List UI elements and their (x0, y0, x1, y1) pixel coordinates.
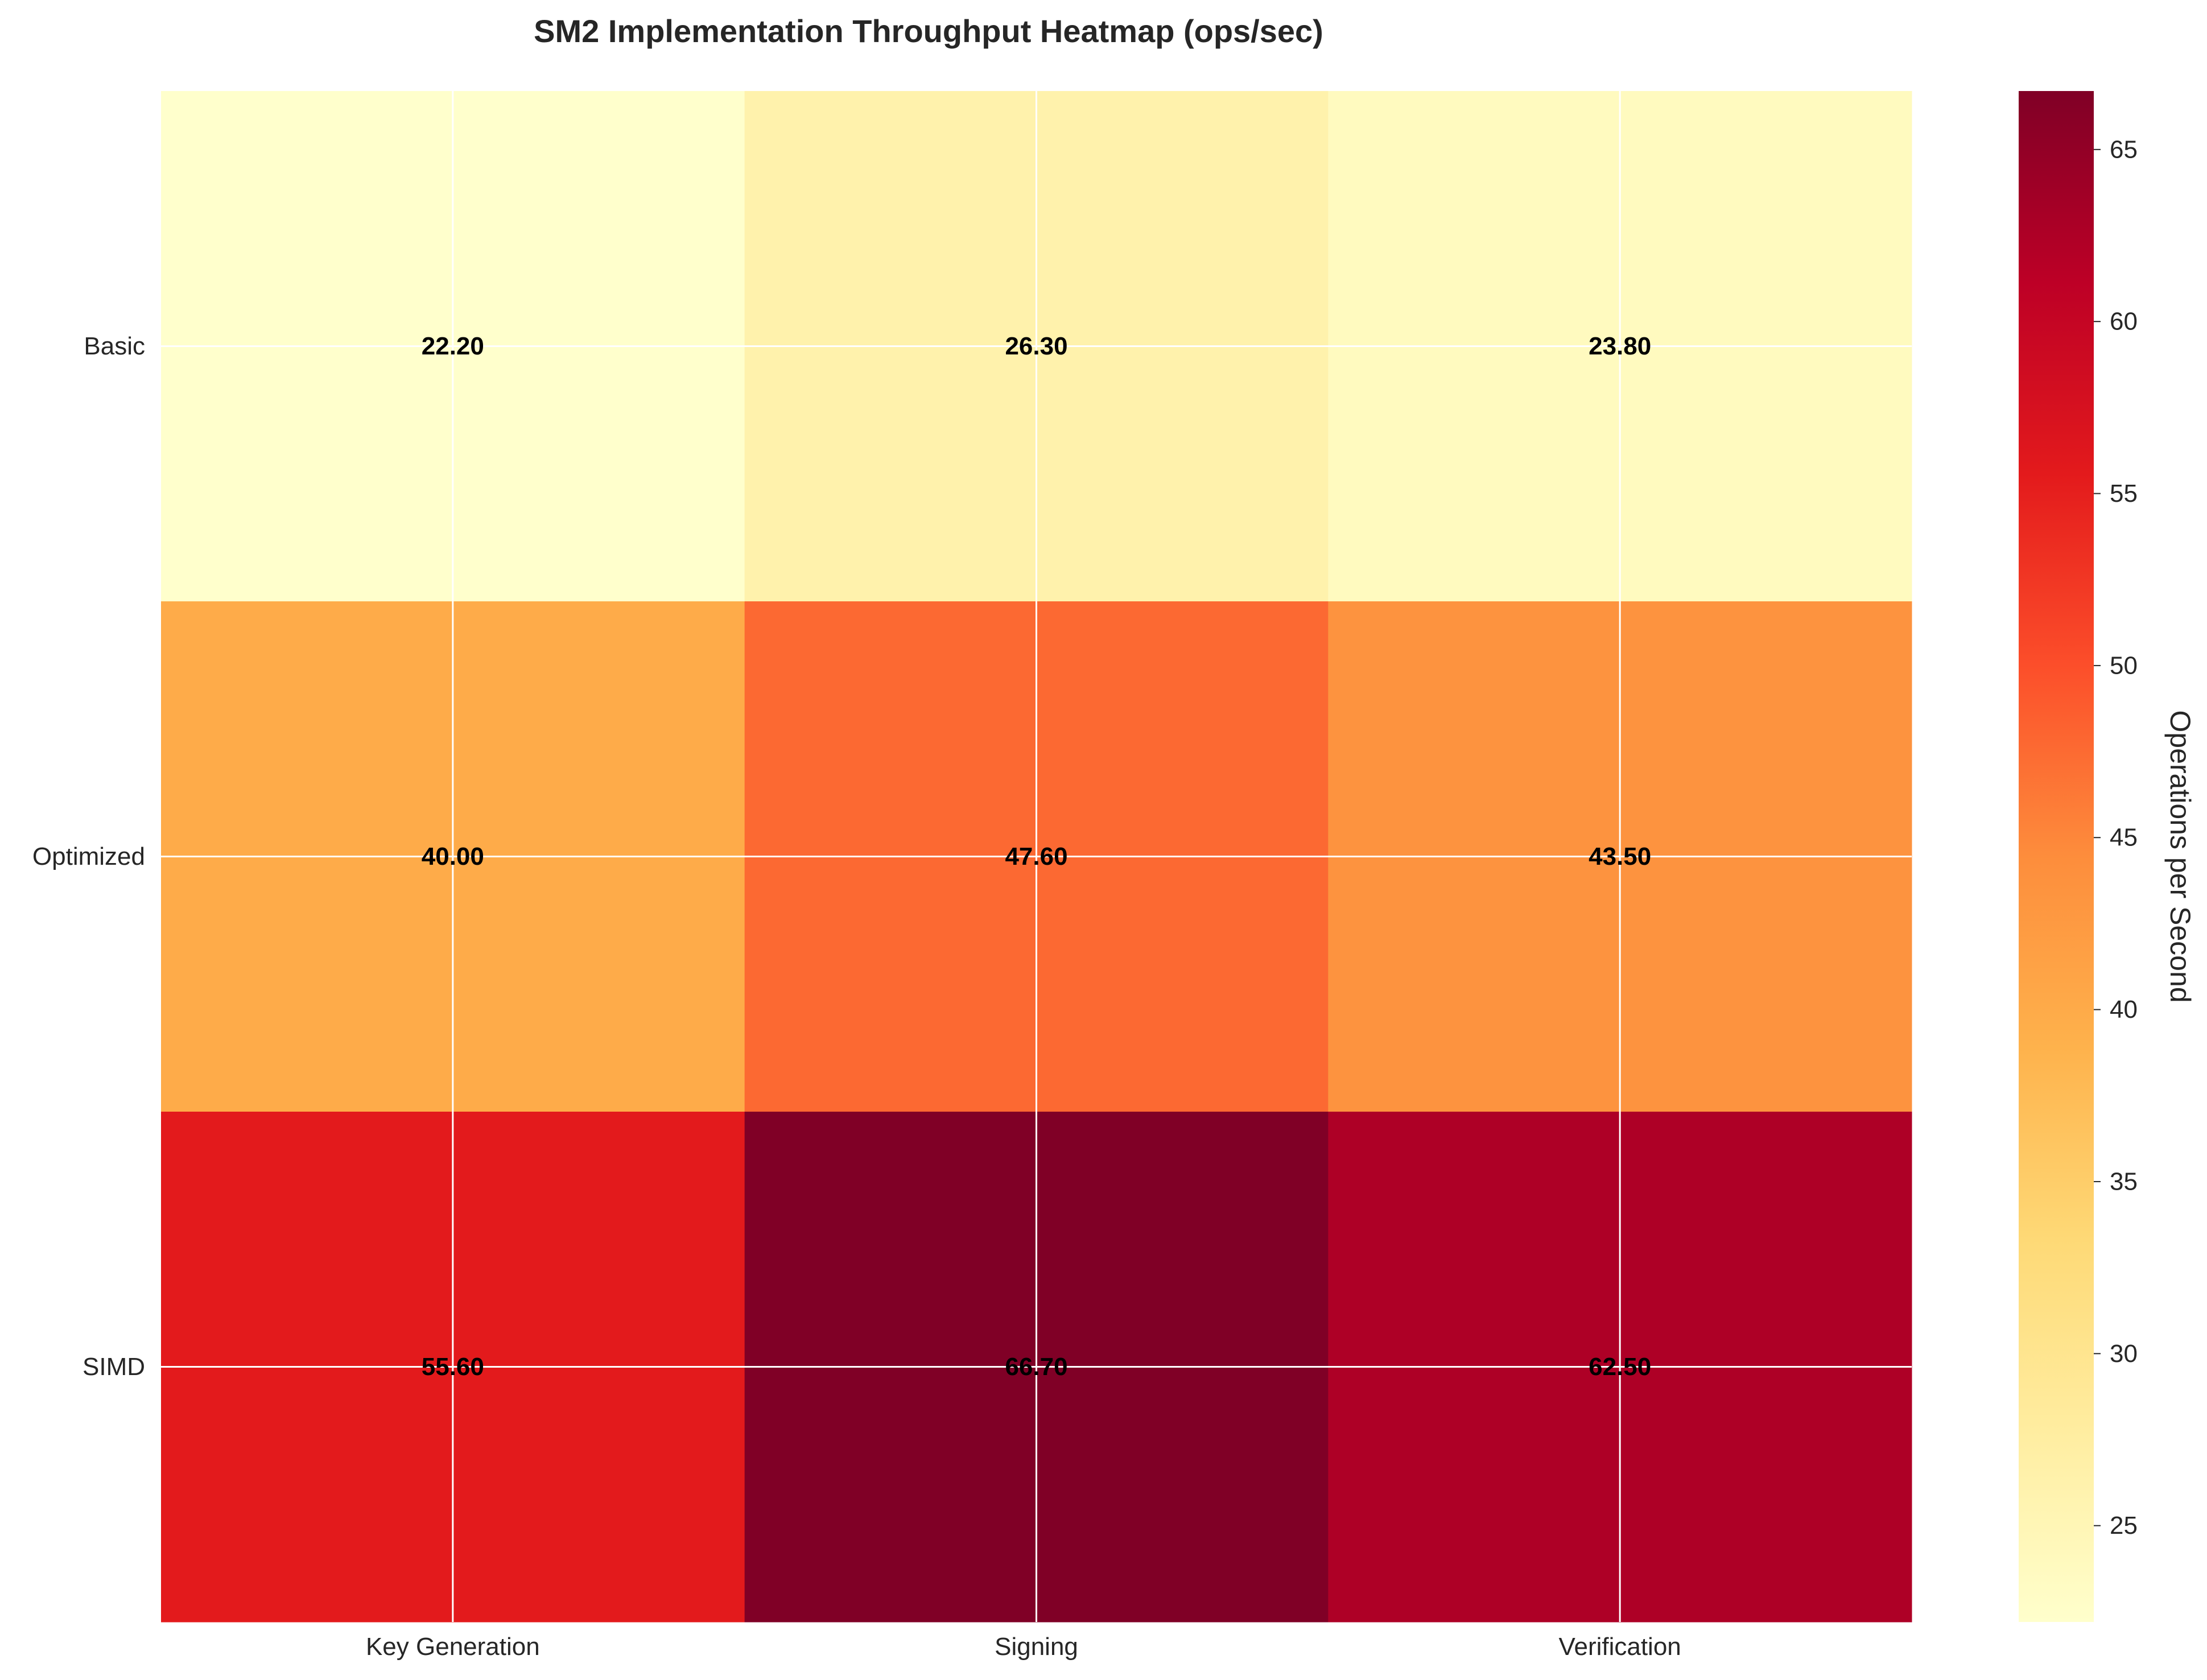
colorbar-tick-label: 55 (2110, 480, 2138, 507)
cell-value-label: 62.50 (1589, 1353, 1651, 1381)
colorbar (2019, 91, 2094, 1622)
colorbar-tick-label: 30 (2110, 1340, 2138, 1368)
colorbar-tick-label: 40 (2110, 996, 2138, 1023)
colorbar-tick-label: 65 (2110, 135, 2138, 163)
colorbar-tick-labels: 25 30 35 40 45 50 55 60 65 (2094, 135, 2138, 1539)
cell-value-label: 26.30 (1005, 332, 1067, 360)
x-tick-label-signing: Signing (995, 1633, 1078, 1661)
colorbar-tick-label: 25 (2110, 1512, 2138, 1539)
y-tick-label-optimized: Optimized (32, 843, 145, 870)
cell-value-label: 40.00 (422, 843, 484, 870)
cell-value-label: 66.70 (1005, 1353, 1067, 1381)
cell-value-label: 47.60 (1005, 843, 1067, 870)
cell-value-label: 55.60 (422, 1353, 484, 1381)
colorbar-label: Operations per Second (2164, 710, 2196, 1002)
colorbar-tick-label: 60 (2110, 308, 2138, 336)
grid-lines (161, 91, 1912, 1622)
cell-value-labels: 22.20 26.30 23.80 40.00 47.60 43.50 55.60 66.70… (422, 332, 1651, 1381)
y-tick-label-basic: Basic (84, 332, 145, 360)
colorbar-tick-label: 45 (2110, 824, 2138, 852)
colorbar-tick-label: 50 (2110, 651, 2138, 679)
cell-value-label: 43.50 (1589, 843, 1651, 870)
cell-value-label: 23.80 (1589, 332, 1651, 360)
chart-title: SM2 Implementation Throughput Heatmap (o… (534, 13, 1323, 49)
cell-value-label: 22.20 (422, 332, 484, 360)
y-tick-label-simd: SIMD (82, 1353, 145, 1381)
colorbar-tick-label: 35 (2110, 1167, 2138, 1195)
y-axis-tick-labels: Basic Optimized SIMD (32, 332, 145, 1381)
x-tick-label-verification: Verification (1559, 1633, 1681, 1661)
x-tick-label-key-generation: Key Generation (366, 1633, 540, 1661)
x-axis-tick-labels: Key Generation Signing Verification (366, 1633, 1681, 1661)
